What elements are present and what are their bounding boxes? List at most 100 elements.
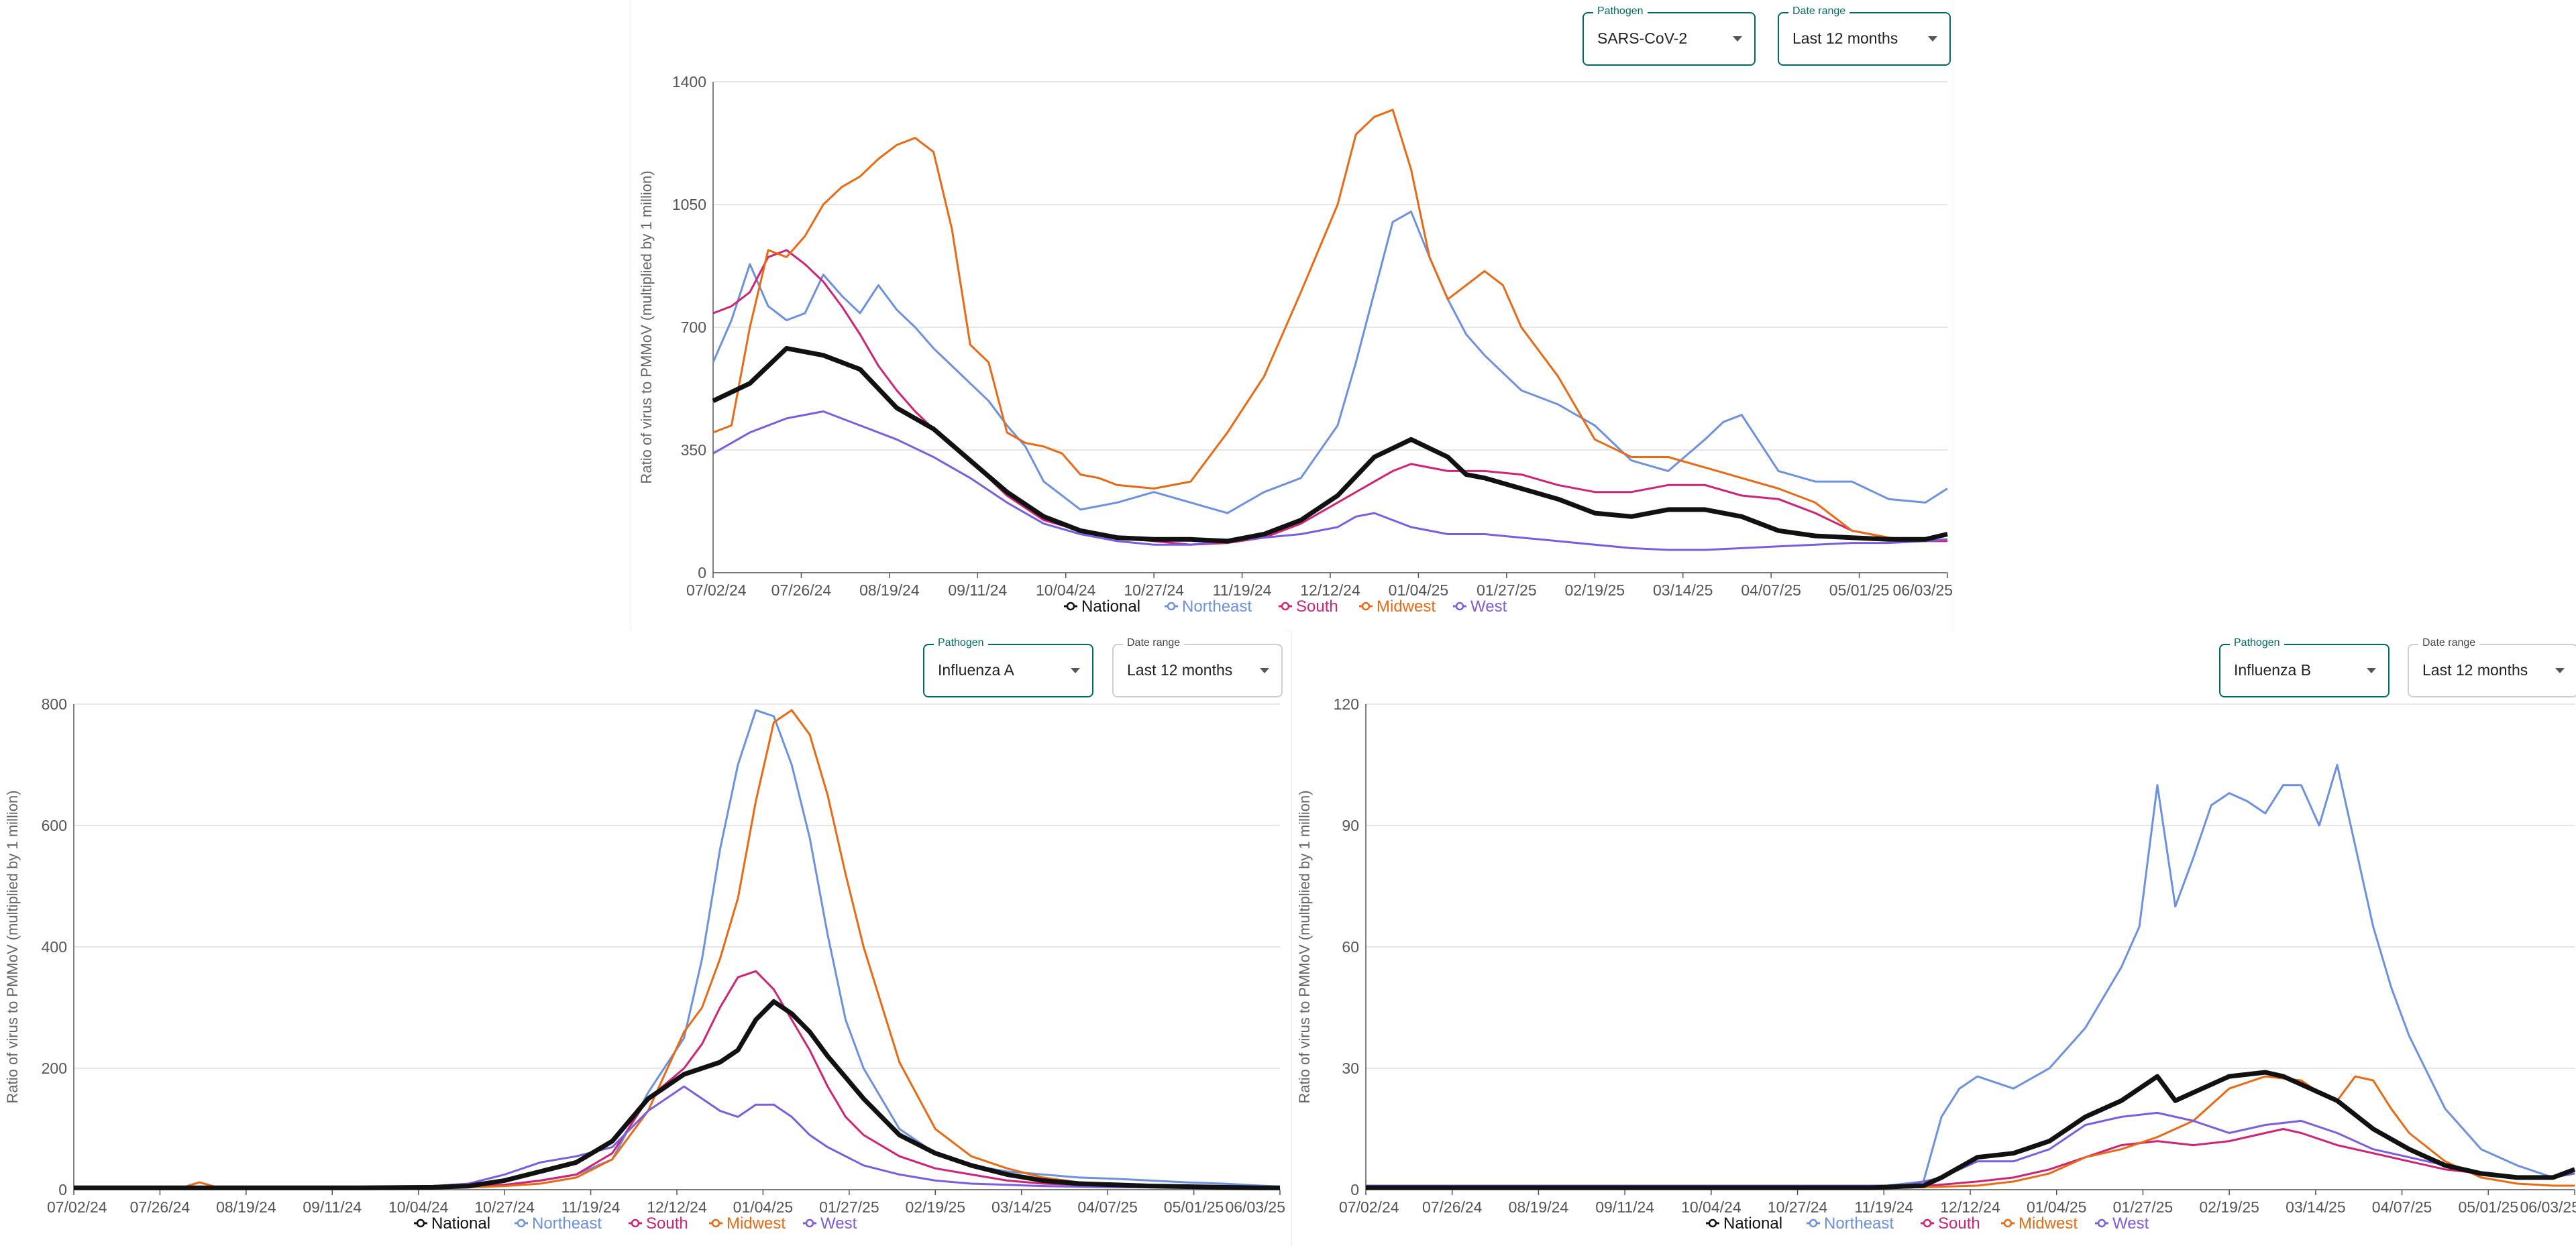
- x-tick-label: 02/19/25: [906, 1198, 966, 1216]
- legend-dot-south: [1923, 1219, 1932, 1228]
- legend-item-south[interactable]: South: [1296, 598, 1338, 616]
- chevron-down-icon: [2555, 668, 2565, 673]
- y-tick-label: 1400: [672, 73, 706, 91]
- x-tick-label: 01/27/25: [2113, 1198, 2174, 1216]
- x-tick-label: 03/14/25: [1653, 581, 1713, 599]
- x-tick-label: 12/12/24: [1300, 581, 1360, 599]
- x-tick-label: 04/07/25: [1741, 581, 1801, 599]
- legend-dot-midwest: [711, 1219, 720, 1228]
- x-tick-label: 10/04/24: [388, 1198, 449, 1216]
- date-range-select-value: Last 12 months: [2422, 661, 2528, 679]
- legend-item-west[interactable]: West: [1470, 598, 1507, 616]
- y-tick-label: 0: [58, 1181, 67, 1198]
- series-line-northeast[interactable]: [1366, 764, 2575, 1189]
- x-tick-label: 10/04/24: [1681, 1198, 1741, 1216]
- y-axis-title: Ratio of virus to PMMoV (multiplied by 1…: [4, 790, 21, 1103]
- x-tick-label: 07/02/24: [686, 581, 747, 599]
- pathogen-select[interactable]: Pathogen Influenza A: [923, 637, 1093, 697]
- pathogen-select-value: SARS-CoV-2: [1597, 30, 1688, 47]
- legend-item-south[interactable]: South: [1938, 1214, 1980, 1233]
- legend-dot-national: [1066, 602, 1075, 611]
- x-tick-label: 05/01/25: [2459, 1198, 2519, 1216]
- legend-dot-national: [416, 1219, 425, 1228]
- date-range-select-value: Last 12 months: [1792, 30, 1898, 47]
- influenza-b-chart-panel: Pathogen Influenza B Date range Last 12 …: [1291, 630, 2576, 1246]
- series-line-west[interactable]: [74, 1085, 1280, 1188]
- date-range-select[interactable]: Date range Last 12 months: [1778, 5, 1951, 66]
- x-tick-label: 08/19/24: [1509, 1198, 1569, 1216]
- x-tick-label: 03/14/25: [2286, 1198, 2346, 1216]
- legend-dot-west: [1455, 602, 1464, 611]
- chevron-down-icon: [1071, 668, 1080, 673]
- legend-dot-west: [2097, 1219, 2106, 1228]
- chevron-down-icon: [1260, 668, 1269, 673]
- pathogen-select[interactable]: Pathogen Influenza B: [2219, 637, 2390, 697]
- legend-dot-south: [1281, 602, 1290, 611]
- x-tick-label: 08/19/24: [859, 581, 920, 599]
- series-line-national[interactable]: [1366, 1070, 2576, 1190]
- x-tick-label: 04/07/25: [2372, 1198, 2432, 1216]
- x-tick-label: 11/19/24: [561, 1198, 621, 1216]
- x-tick-label: 12/12/24: [647, 1198, 707, 1216]
- series-line-west[interactable]: [1366, 1111, 2575, 1187]
- date-range-select-label: Date range: [2418, 637, 2480, 649]
- influenza-a-chart-panel: Pathogen Influenza A Date range Last 12 …: [0, 630, 1285, 1246]
- x-tick-label: 01/27/25: [1477, 581, 1537, 599]
- y-tick-label: 1050: [672, 196, 706, 213]
- x-tick-label: 02/19/25: [1565, 581, 1625, 599]
- x-tick-label: 10/04/24: [1036, 581, 1096, 599]
- x-tick-label: 01/27/25: [819, 1198, 879, 1216]
- legend-item-midwest[interactable]: Midwest: [2019, 1214, 2078, 1233]
- y-tick-label: 120: [1334, 695, 1359, 713]
- date-range-select[interactable]: Date range Last 12 months: [2408, 637, 2576, 697]
- series-line-midwest[interactable]: [712, 109, 1948, 543]
- series-line-northeast[interactable]: [74, 709, 1281, 1188]
- x-tick-label: 01/04/25: [733, 1198, 794, 1216]
- x-tick-label: 03/14/25: [991, 1198, 1052, 1216]
- x-tick-label: 02/19/25: [2199, 1198, 2259, 1216]
- x-tick-label: 01/04/25: [2027, 1198, 2087, 1216]
- y-tick-label: 60: [1342, 938, 1359, 956]
- legend-dot-south: [631, 1219, 640, 1228]
- legend-item-northeast[interactable]: Northeast: [1182, 598, 1252, 616]
- legend-item-south[interactable]: South: [646, 1214, 688, 1233]
- legend-item-national[interactable]: National: [1723, 1214, 1782, 1233]
- y-axis-title: Ratio of virus to PMMoV (multiplied by 1…: [638, 170, 655, 484]
- x-tick-label: 07/26/24: [771, 581, 832, 599]
- legend-item-midwest[interactable]: Midwest: [727, 1214, 786, 1233]
- series-line-northeast[interactable]: [712, 211, 1948, 514]
- series-line-midwest[interactable]: [74, 709, 1281, 1189]
- legend-item-national[interactable]: National: [1081, 598, 1140, 616]
- pathogen-select-label: Pathogen: [1593, 5, 1648, 17]
- influenza-b-line-chart: 0 30 60 90 120 07/02/24 07/26/24 08/19/24 09/11/…: [1296, 695, 2576, 1233]
- legend-item-west[interactable]: West: [820, 1214, 857, 1233]
- date-range-select-label: Date range: [1123, 637, 1185, 649]
- legend-item-west[interactable]: West: [2112, 1214, 2149, 1233]
- legend-dot-west: [805, 1219, 814, 1228]
- legend-item-midwest[interactable]: Midwest: [1377, 598, 1436, 616]
- x-tick-label: 09/11/24: [303, 1198, 362, 1216]
- series-line-west[interactable]: [712, 410, 1948, 551]
- legend-dot-northeast: [517, 1219, 526, 1228]
- pathogen-select-label: Pathogen: [2230, 637, 2284, 649]
- y-tick-label: 350: [681, 441, 706, 459]
- y-tick-label: 30: [1342, 1060, 1359, 1077]
- chevron-down-icon: [2367, 668, 2376, 673]
- legend-dot-midwest: [2003, 1219, 2012, 1228]
- x-tick-label: 01/04/25: [1389, 581, 1449, 599]
- legend-item-northeast[interactable]: Northeast: [532, 1214, 602, 1233]
- legend-dot-midwest: [1361, 602, 1371, 611]
- series-line-national[interactable]: [74, 999, 1280, 1190]
- x-tick-label: 07/02/24: [1339, 1198, 1399, 1216]
- pathogen-select-value: Influenza B: [2234, 661, 2312, 679]
- series-line-midwest[interactable]: [1366, 1075, 2575, 1189]
- pathogen-select[interactable]: Pathogen SARS-CoV-2: [1582, 5, 1756, 66]
- series-line-national[interactable]: [712, 345, 1948, 544]
- legend-item-northeast[interactable]: Northeast: [1824, 1214, 1894, 1233]
- date-range-select-value: Last 12 months: [1127, 661, 1233, 679]
- x-tick-label: 08/19/24: [216, 1198, 276, 1216]
- legend-item-national[interactable]: National: [431, 1214, 490, 1233]
- chevron-down-icon: [1928, 36, 1937, 42]
- date-range-select-label: Date range: [1788, 5, 1850, 17]
- date-range-select[interactable]: Date range Last 12 months: [1112, 637, 1283, 697]
